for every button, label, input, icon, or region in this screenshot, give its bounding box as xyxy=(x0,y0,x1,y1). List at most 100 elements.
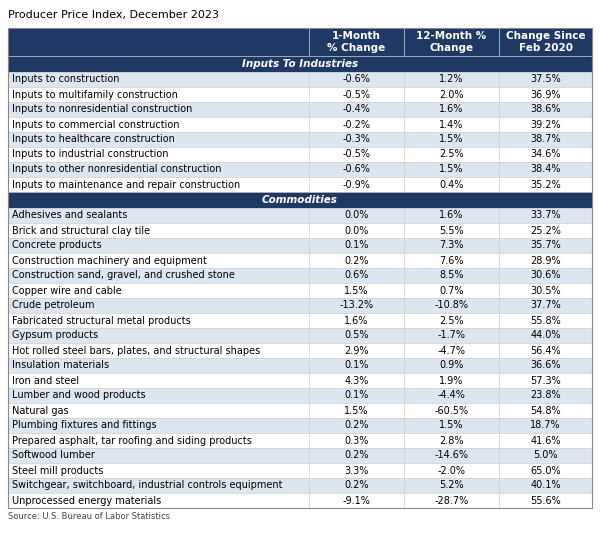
Text: Natural gas: Natural gas xyxy=(12,405,68,416)
Text: -0.6%: -0.6% xyxy=(343,74,370,85)
Text: 65.0%: 65.0% xyxy=(530,466,561,475)
Bar xyxy=(499,147,592,162)
Text: Adhesives and sealants: Adhesives and sealants xyxy=(12,211,127,220)
Bar xyxy=(499,102,592,117)
Bar xyxy=(309,418,404,433)
Text: 2.9%: 2.9% xyxy=(344,345,368,356)
Text: Softwood lumber: Softwood lumber xyxy=(12,451,95,460)
Text: 1.6%: 1.6% xyxy=(439,211,464,220)
Bar xyxy=(404,403,499,418)
Text: Inputs To Industries: Inputs To Industries xyxy=(242,59,358,69)
Text: 34.6%: 34.6% xyxy=(530,149,561,160)
Text: 38.4%: 38.4% xyxy=(530,164,561,175)
Bar xyxy=(309,433,404,448)
Bar xyxy=(8,343,309,358)
Text: 41.6%: 41.6% xyxy=(530,436,561,446)
Bar xyxy=(8,448,309,463)
Text: Inputs to healthcare construction: Inputs to healthcare construction xyxy=(12,135,175,144)
Bar xyxy=(404,298,499,313)
Bar xyxy=(499,223,592,238)
Text: 25.2%: 25.2% xyxy=(530,225,561,236)
Bar xyxy=(8,253,309,268)
Text: Copper wire and cable: Copper wire and cable xyxy=(12,286,122,295)
Bar xyxy=(309,208,404,223)
Text: -0.5%: -0.5% xyxy=(343,149,370,160)
Text: 33.7%: 33.7% xyxy=(530,211,561,220)
Text: Inputs to maintenance and repair construction: Inputs to maintenance and repair constru… xyxy=(12,179,240,190)
Text: Inputs to commercial construction: Inputs to commercial construction xyxy=(12,120,179,129)
Text: 2.5%: 2.5% xyxy=(439,149,464,160)
Text: Concrete products: Concrete products xyxy=(12,240,101,251)
Bar xyxy=(309,72,404,87)
Bar xyxy=(309,223,404,238)
Text: 36.9%: 36.9% xyxy=(530,89,561,100)
Text: 0.0%: 0.0% xyxy=(344,211,368,220)
Text: 30.5%: 30.5% xyxy=(530,286,561,295)
Bar xyxy=(309,253,404,268)
Text: 0.0%: 0.0% xyxy=(344,225,368,236)
Text: 0.1%: 0.1% xyxy=(344,361,368,370)
Text: 5.2%: 5.2% xyxy=(439,480,464,490)
Text: 1-Month
% Change: 1-Month % Change xyxy=(327,31,385,53)
Text: 1.2%: 1.2% xyxy=(439,74,464,85)
Bar xyxy=(309,162,404,177)
Text: -13.2%: -13.2% xyxy=(339,301,373,310)
Bar xyxy=(499,478,592,493)
Text: Commodities: Commodities xyxy=(262,195,338,205)
Bar xyxy=(499,418,592,433)
Bar xyxy=(404,313,499,328)
Text: 0.2%: 0.2% xyxy=(344,451,368,460)
Bar xyxy=(309,493,404,508)
Bar xyxy=(499,132,592,147)
Text: Crude petroleum: Crude petroleum xyxy=(12,301,95,310)
Bar xyxy=(309,117,404,132)
Bar xyxy=(404,238,499,253)
Bar xyxy=(404,478,499,493)
Text: 28.9%: 28.9% xyxy=(530,255,561,266)
Bar xyxy=(309,388,404,403)
Text: 1.5%: 1.5% xyxy=(439,164,464,175)
Bar xyxy=(309,343,404,358)
Text: Insulation materials: Insulation materials xyxy=(12,361,109,370)
Bar xyxy=(309,463,404,478)
Text: Steel mill products: Steel mill products xyxy=(12,466,103,475)
Bar xyxy=(499,493,592,508)
Bar xyxy=(8,223,309,238)
Bar xyxy=(8,328,309,343)
Text: 35.2%: 35.2% xyxy=(530,179,561,190)
Bar xyxy=(8,162,309,177)
Bar xyxy=(8,147,309,162)
Bar xyxy=(309,238,404,253)
Text: -0.9%: -0.9% xyxy=(343,179,370,190)
Text: 55.8%: 55.8% xyxy=(530,315,561,326)
Text: 7.3%: 7.3% xyxy=(439,240,464,251)
Bar xyxy=(309,478,404,493)
Text: 23.8%: 23.8% xyxy=(530,390,561,400)
Text: 5.5%: 5.5% xyxy=(439,225,464,236)
Bar xyxy=(404,268,499,283)
Text: Fabricated structural metal products: Fabricated structural metal products xyxy=(12,315,191,326)
Text: -1.7%: -1.7% xyxy=(437,330,466,341)
Text: 57.3%: 57.3% xyxy=(530,376,561,385)
Bar xyxy=(8,117,309,132)
Text: 2.0%: 2.0% xyxy=(439,89,464,100)
Bar xyxy=(499,298,592,313)
Text: Gypsum products: Gypsum products xyxy=(12,330,98,341)
Bar xyxy=(499,343,592,358)
Bar xyxy=(309,283,404,298)
Text: 56.4%: 56.4% xyxy=(530,345,561,356)
Text: 36.6%: 36.6% xyxy=(530,361,561,370)
Bar xyxy=(8,192,592,208)
Bar xyxy=(8,56,592,72)
Text: -60.5%: -60.5% xyxy=(434,405,469,416)
Bar xyxy=(8,102,309,117)
Text: Construction machinery and equipment: Construction machinery and equipment xyxy=(12,255,207,266)
Bar xyxy=(309,328,404,343)
Text: 1.5%: 1.5% xyxy=(344,405,368,416)
Text: 8.5%: 8.5% xyxy=(439,271,464,280)
Bar xyxy=(404,28,499,56)
Bar xyxy=(499,253,592,268)
Bar xyxy=(404,418,499,433)
Text: Inputs to multifamily construction: Inputs to multifamily construction xyxy=(12,89,178,100)
Bar xyxy=(404,433,499,448)
